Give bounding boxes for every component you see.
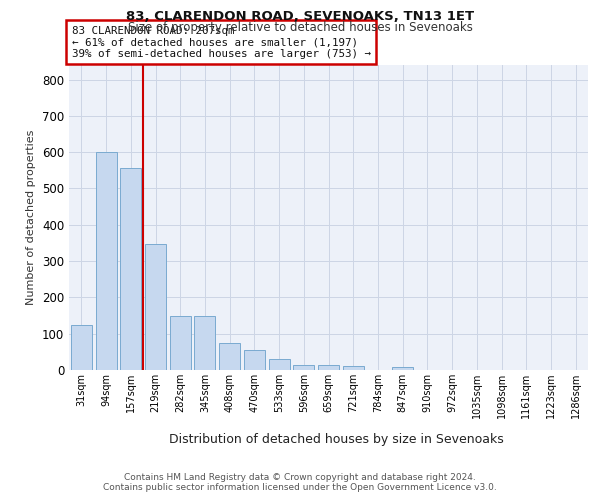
Text: Size of property relative to detached houses in Sevenoaks: Size of property relative to detached ho… <box>128 21 472 34</box>
Bar <box>293 364 314 370</box>
Bar <box>343 366 364 370</box>
Bar <box>194 316 215 370</box>
Bar <box>269 359 290 370</box>
Bar <box>170 316 191 370</box>
Y-axis label: Number of detached properties: Number of detached properties <box>26 130 37 305</box>
Bar <box>318 366 339 370</box>
Bar <box>120 168 141 370</box>
Bar <box>219 343 240 370</box>
Text: Contains public sector information licensed under the Open Government Licence v3: Contains public sector information licen… <box>103 484 497 492</box>
Text: Contains HM Land Registry data © Crown copyright and database right 2024.: Contains HM Land Registry data © Crown c… <box>124 472 476 482</box>
Bar <box>392 367 413 370</box>
Bar <box>145 244 166 370</box>
Text: 83 CLARENDON ROAD: 207sqm
← 61% of detached houses are smaller (1,197)
39% of se: 83 CLARENDON ROAD: 207sqm ← 61% of detac… <box>71 26 371 59</box>
Bar <box>244 350 265 370</box>
Text: 83, CLARENDON ROAD, SEVENOAKS, TN13 1ET: 83, CLARENDON ROAD, SEVENOAKS, TN13 1ET <box>126 10 474 23</box>
Bar <box>95 152 116 370</box>
Text: Distribution of detached houses by size in Sevenoaks: Distribution of detached houses by size … <box>169 432 503 446</box>
Bar <box>71 324 92 370</box>
